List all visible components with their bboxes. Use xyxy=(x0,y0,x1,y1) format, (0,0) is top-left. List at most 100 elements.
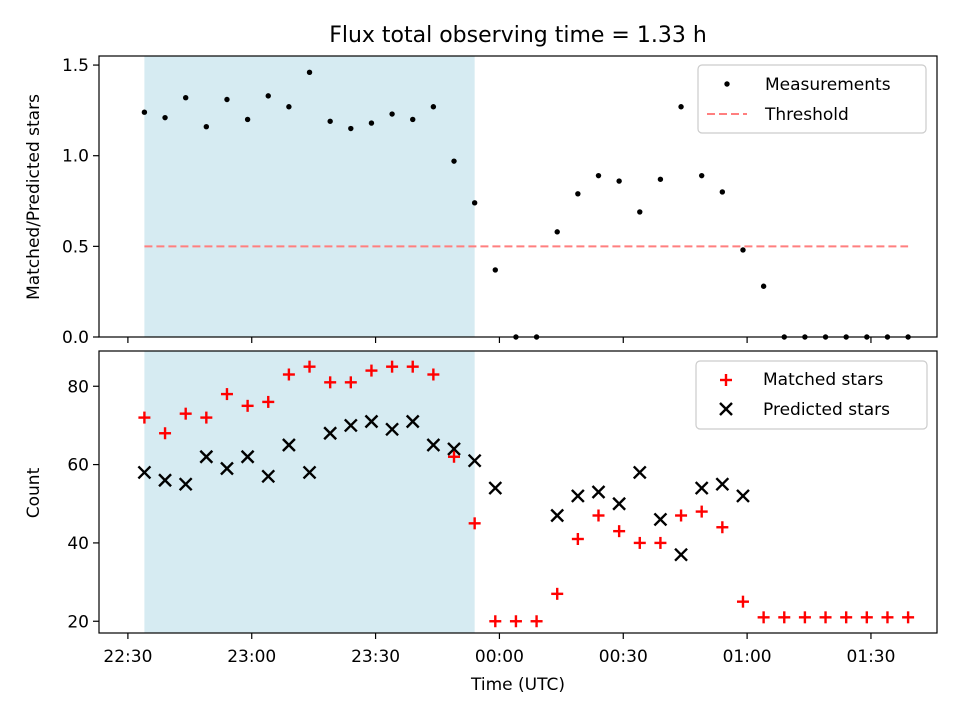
measurement-point xyxy=(678,104,684,110)
matched-star-point xyxy=(613,525,626,538)
matched-star-point xyxy=(819,611,832,624)
bottom-ylabel: Count xyxy=(24,467,44,518)
top-ytick-label: 1.5 xyxy=(62,56,89,76)
matched-star-point xyxy=(344,376,357,389)
predicted-star-point xyxy=(302,465,317,480)
matched-star-point xyxy=(654,536,667,549)
bottom-ytick-label: 20 xyxy=(67,612,89,632)
matched-star-point xyxy=(406,360,419,373)
predicted-star-point xyxy=(343,418,358,433)
measurement-point xyxy=(389,111,395,117)
bottom-legend-box xyxy=(695,360,928,430)
bottom-xtick-label: 23:00 xyxy=(227,647,276,667)
predicted-star-point xyxy=(282,438,296,452)
matched-star-point xyxy=(179,407,192,420)
measurement-point xyxy=(203,124,210,130)
matched-star-point xyxy=(902,611,915,624)
predicted-star-point xyxy=(467,453,482,468)
measurement-point xyxy=(286,104,292,110)
predicted-star-point xyxy=(178,477,193,492)
matched-star-point xyxy=(282,368,295,381)
predicted-star-point xyxy=(550,508,565,523)
predicted-star-point xyxy=(591,485,606,499)
legend-matched-marker xyxy=(720,374,732,386)
top-ytick-label: 0.5 xyxy=(62,237,89,257)
matched-star-point xyxy=(324,376,337,389)
bottom-xtick-label: 00:30 xyxy=(599,647,648,667)
top-legend: Measurements Threshold xyxy=(697,64,927,134)
top-panel: 0.0 0.5 1.0 1.5 Matched/Predicted stars Mea… xyxy=(24,55,938,348)
top-ytick-label: 1.0 xyxy=(62,147,89,167)
predicted-star-point xyxy=(137,465,152,480)
measurement-point xyxy=(698,172,705,179)
matched-star-point xyxy=(778,611,791,624)
measurement-point xyxy=(471,200,478,206)
top-panel-ticks: 0.0 0.5 1.0 1.5 xyxy=(62,56,872,348)
bottom-xtick-label: 22:30 xyxy=(103,647,152,667)
predicted-star-point xyxy=(674,547,688,562)
top-panel-frame xyxy=(98,55,938,338)
measurement-point xyxy=(368,120,375,126)
highlight-span-top xyxy=(144,56,475,337)
measurement-point xyxy=(244,116,251,123)
measurement-point xyxy=(760,283,767,289)
predicted-star-point xyxy=(199,449,214,464)
legend-matched-label: Matched stars xyxy=(763,370,883,390)
bottom-ytick-label: 60 xyxy=(67,456,89,476)
measurement-point xyxy=(306,69,313,76)
measurement-point xyxy=(141,109,148,115)
measurement-point xyxy=(492,267,498,273)
bottom-ytick-label: 80 xyxy=(67,377,89,397)
measurement-point xyxy=(451,158,457,164)
matched-star-point xyxy=(468,517,481,530)
predicted-star-point xyxy=(694,481,709,495)
matched-star-points xyxy=(138,360,915,628)
predicted-star-point xyxy=(736,489,750,503)
bottom-panel: 20 40 60 80 22:30 23:00 23:30 00:00 00:30 01:00 01… xyxy=(24,350,938,695)
matched-star-point xyxy=(448,450,461,463)
measurement-point xyxy=(595,172,602,179)
measurement-point xyxy=(657,176,664,182)
matched-star-point xyxy=(675,509,688,522)
matched-star-point xyxy=(716,521,729,534)
measurement-point xyxy=(265,93,271,99)
predicted-star-point xyxy=(220,461,234,476)
predicted-star-point xyxy=(240,449,255,464)
matched-star-point xyxy=(200,411,213,424)
predicted-star-point xyxy=(447,442,461,456)
matched-star-point xyxy=(303,360,316,373)
predicted-star-point xyxy=(261,469,276,484)
top-legend-box xyxy=(697,64,927,134)
top-ylabel: Matched/Predicted stars xyxy=(24,94,44,300)
matched-star-point xyxy=(633,536,646,549)
predicted-star-point xyxy=(323,426,338,441)
measurement-point xyxy=(616,178,622,184)
highlight-span-bottom xyxy=(144,351,475,633)
bottom-xtick-label: 01:00 xyxy=(723,647,772,667)
measurement-point xyxy=(327,118,333,124)
bottom-panel-frame xyxy=(98,350,938,634)
predicted-star-point xyxy=(571,489,585,503)
matched-star-point xyxy=(736,595,749,608)
matched-star-point xyxy=(757,611,770,624)
predicted-star-point xyxy=(488,481,503,495)
measurement-points xyxy=(141,69,911,340)
matched-star-point xyxy=(138,411,151,424)
matched-star-point xyxy=(592,509,605,522)
bottom-legend: Matched stars Predicted stars xyxy=(695,360,928,430)
matched-star-point xyxy=(530,615,543,628)
measurement-point xyxy=(575,191,581,197)
predicted-star-points xyxy=(137,414,750,562)
predicted-star-point xyxy=(385,422,399,437)
measurement-point xyxy=(554,229,560,235)
predicted-star-point xyxy=(426,438,441,452)
matched-star-point xyxy=(881,611,894,624)
matched-star-point xyxy=(551,587,564,600)
matched-star-point xyxy=(427,368,440,381)
measurement-point xyxy=(430,104,437,110)
legend-threshold-label: Threshold xyxy=(764,105,849,125)
bottom-xtick-label: 23:30 xyxy=(351,647,400,667)
matched-star-point xyxy=(695,505,708,518)
measurement-point xyxy=(410,116,416,123)
measurement-point xyxy=(740,247,746,253)
